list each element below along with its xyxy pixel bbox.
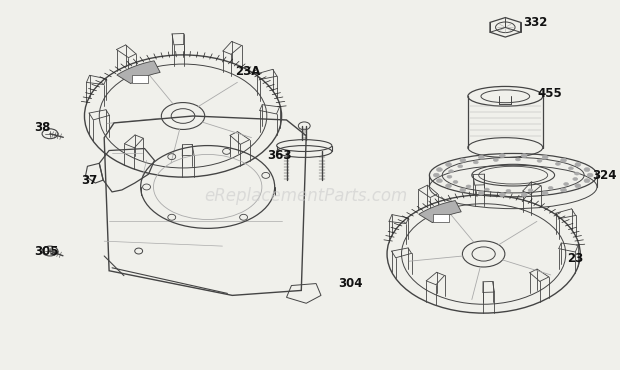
Ellipse shape [575,162,581,166]
Ellipse shape [556,162,560,165]
Text: 37: 37 [81,174,98,186]
Ellipse shape [466,185,471,188]
Ellipse shape [587,173,593,177]
Ellipse shape [460,188,466,192]
Ellipse shape [528,189,533,192]
Ellipse shape [436,168,443,172]
Ellipse shape [447,175,452,178]
Ellipse shape [521,193,527,196]
Ellipse shape [560,188,567,192]
Ellipse shape [433,173,440,177]
Text: eReplacementParts.com: eReplacementParts.com [205,187,408,205]
Ellipse shape [542,155,548,159]
Ellipse shape [521,154,527,158]
Ellipse shape [569,167,574,170]
Ellipse shape [484,188,489,191]
Ellipse shape [515,158,520,161]
Text: 23: 23 [567,252,583,265]
Ellipse shape [449,170,454,173]
Text: 332: 332 [523,16,547,29]
Ellipse shape [458,165,463,168]
Ellipse shape [453,181,458,184]
Ellipse shape [564,182,569,185]
Ellipse shape [575,172,580,175]
Ellipse shape [573,178,578,181]
Polygon shape [418,201,461,223]
Ellipse shape [506,189,511,192]
Ellipse shape [548,186,553,189]
Ellipse shape [537,159,542,162]
Ellipse shape [584,179,590,183]
Ellipse shape [499,154,505,158]
Text: 455: 455 [538,87,562,100]
Ellipse shape [575,184,581,188]
Ellipse shape [584,168,590,172]
Text: 305: 305 [34,245,59,258]
Ellipse shape [478,191,484,195]
Text: 23A: 23A [235,65,260,78]
Ellipse shape [478,155,484,159]
Ellipse shape [542,191,548,195]
FancyBboxPatch shape [433,214,449,222]
Ellipse shape [446,162,451,166]
Ellipse shape [446,184,451,188]
Ellipse shape [460,158,466,162]
Text: 304: 304 [338,277,362,290]
Ellipse shape [499,193,505,196]
Ellipse shape [560,158,567,162]
Text: 363: 363 [267,149,291,162]
Polygon shape [117,61,160,84]
Ellipse shape [494,158,498,161]
Ellipse shape [473,161,478,164]
Text: 38: 38 [34,121,51,134]
FancyBboxPatch shape [132,75,148,83]
Ellipse shape [436,179,443,183]
Text: 324: 324 [592,169,616,182]
